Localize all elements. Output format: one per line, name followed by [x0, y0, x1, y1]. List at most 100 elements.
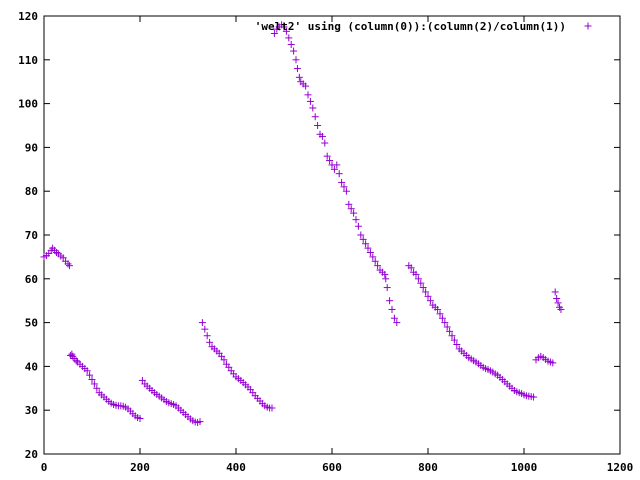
- data-point: [201, 325, 209, 333]
- data-point: [86, 371, 94, 379]
- y-tick-label: 120: [18, 10, 38, 23]
- data-point: [196, 418, 204, 426]
- data-point: [362, 240, 370, 248]
- data-point: [282, 27, 290, 35]
- data-point: [321, 139, 329, 147]
- y-tick-label: 70: [25, 229, 38, 242]
- data-point: [371, 257, 379, 265]
- data-point: [553, 295, 561, 303]
- data-point: [314, 122, 322, 129]
- data-point: [318, 132, 326, 140]
- y-tick-label: 60: [25, 273, 38, 286]
- data-point: [366, 249, 374, 257]
- x-axis-ticks: 0 200 400 600 800 1000 1200: [41, 16, 633, 474]
- data-point: [345, 200, 353, 208]
- data-point: [422, 288, 430, 296]
- data-point: [414, 275, 422, 283]
- data-point: [388, 305, 396, 313]
- data-point: [340, 183, 348, 191]
- legend-marker-plus: [584, 22, 592, 30]
- data-point: [436, 310, 444, 318]
- data-point: [357, 231, 365, 239]
- data-point: [549, 359, 557, 367]
- data-points: [40, 21, 565, 426]
- data-point: [386, 297, 394, 305]
- data-point: [136, 415, 144, 423]
- data-point: [220, 356, 228, 364]
- data-point: [287, 40, 295, 48]
- data-point: [443, 323, 451, 331]
- data-point: [347, 205, 355, 213]
- data-point: [292, 56, 300, 64]
- data-point: [417, 279, 425, 287]
- data-point: [359, 235, 367, 243]
- data-point: [450, 336, 458, 344]
- data-point: [330, 165, 338, 173]
- data-point: [557, 305, 565, 313]
- data-point: [280, 23, 288, 31]
- data-point: [323, 152, 331, 160]
- x-tick-label: 800: [418, 461, 438, 474]
- data-point: [364, 244, 372, 252]
- y-axis-ticks: 20 30 40 50 60 70 80 90 100 110 120: [18, 10, 620, 461]
- y-tick-label: 20: [25, 448, 38, 461]
- data-point: [326, 157, 334, 165]
- data-point: [434, 305, 442, 313]
- data-point: [203, 332, 211, 340]
- data-point: [419, 284, 427, 292]
- data-point: [198, 319, 206, 327]
- data-point: [304, 91, 312, 99]
- data-point: [342, 187, 350, 195]
- x-tick-label: 0: [41, 461, 48, 474]
- data-point: [333, 161, 341, 169]
- data-point: [369, 253, 377, 261]
- y-tick-label: 110: [18, 54, 38, 67]
- data-point: [438, 314, 446, 322]
- data-point: [551, 288, 559, 296]
- data-point: [335, 170, 343, 178]
- data-point: [88, 376, 96, 384]
- y-tick-label: 80: [25, 185, 38, 198]
- data-point: [309, 104, 317, 112]
- data-point: [453, 341, 461, 348]
- data-point: [65, 262, 73, 270]
- x-tick-label: 400: [226, 461, 246, 474]
- data-point: [311, 113, 319, 121]
- data-point: [138, 376, 146, 384]
- data-point: [59, 254, 67, 262]
- x-tick-label: 600: [322, 461, 342, 474]
- data-point: [225, 363, 233, 371]
- data-point: [285, 34, 293, 42]
- data-point: [64, 260, 72, 268]
- data-point: [383, 284, 391, 292]
- data-point: [83, 367, 91, 375]
- data-point: [554, 299, 562, 307]
- y-tick-label: 100: [18, 98, 38, 111]
- data-point: [306, 97, 314, 105]
- data-point: [390, 314, 398, 322]
- legend-label: 'welt2' using (column(0)):(column(2)/col…: [255, 20, 566, 33]
- data-point: [338, 178, 346, 186]
- data-point: [93, 384, 101, 392]
- y-tick-label: 50: [25, 317, 38, 330]
- data-point: [448, 332, 456, 340]
- data-point: [352, 216, 360, 224]
- data-point: [90, 380, 98, 388]
- data-point: [424, 292, 432, 300]
- data-point: [218, 352, 226, 360]
- data-point: [407, 264, 415, 272]
- y-tick-label: 90: [25, 141, 38, 154]
- data-point: [302, 82, 310, 90]
- data-point: [412, 270, 420, 278]
- data-point: [270, 30, 278, 38]
- data-point: [72, 357, 80, 365]
- y-tick-label: 40: [25, 360, 38, 373]
- data-point: [530, 393, 538, 401]
- data-point: [426, 297, 434, 305]
- data-point: [446, 327, 454, 335]
- data-point: [268, 404, 276, 412]
- plot-frame: [43, 15, 621, 455]
- x-tick-label: 1000: [511, 461, 538, 474]
- data-point: [293, 65, 301, 73]
- data-point: [206, 338, 214, 346]
